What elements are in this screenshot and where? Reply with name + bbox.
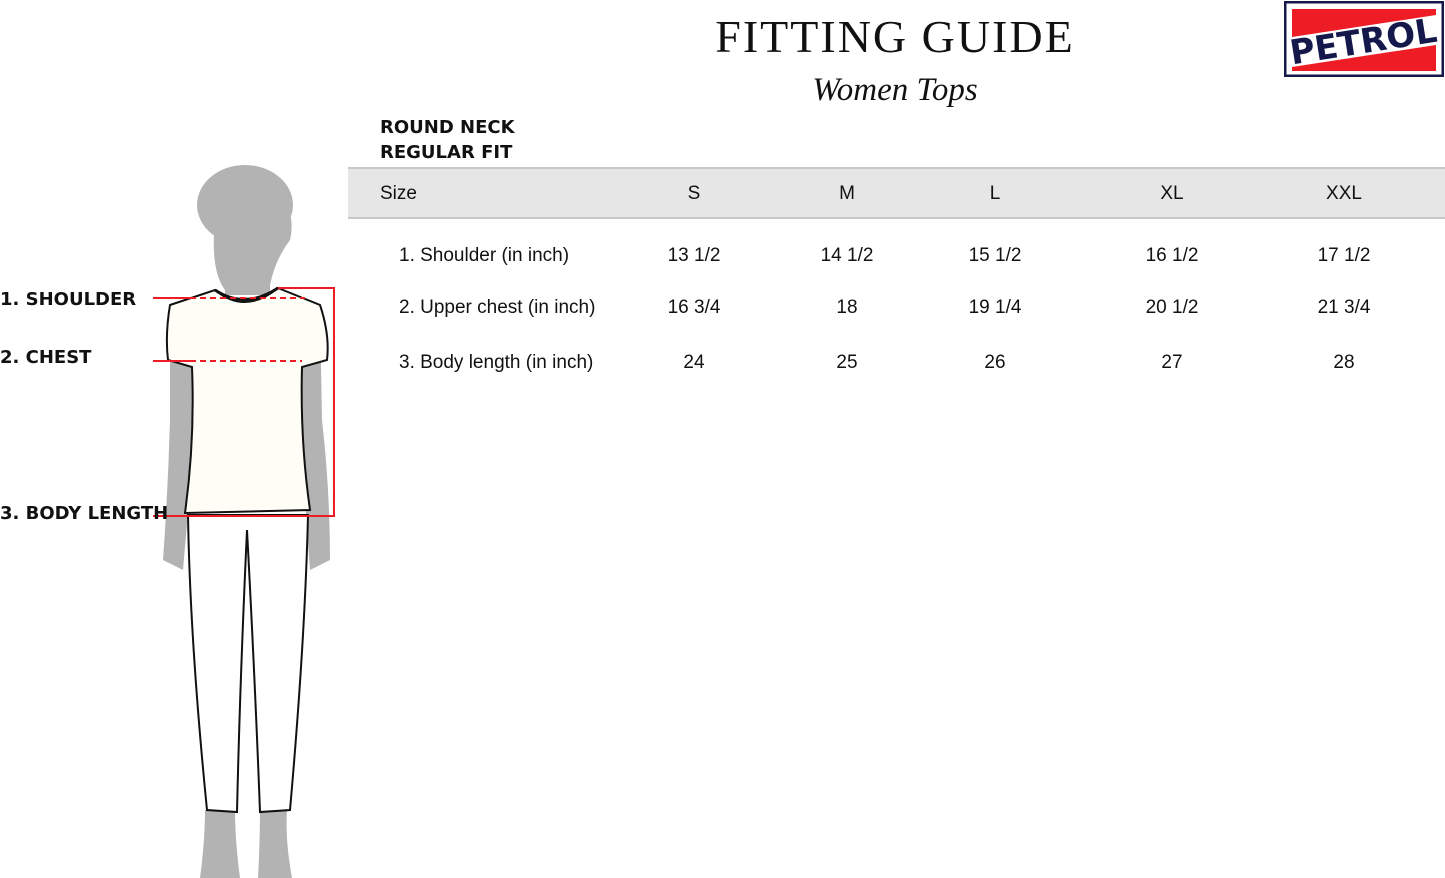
cell: 17 1/2 xyxy=(1317,245,1371,266)
cell: 28 xyxy=(1333,352,1355,373)
header-xl: XL xyxy=(1160,183,1184,204)
header-size: Size xyxy=(380,183,417,204)
neck-type: ROUND NECK xyxy=(380,117,515,138)
cell: 21 3/4 xyxy=(1317,297,1371,318)
cell: 20 1/2 xyxy=(1145,297,1199,318)
cell: 19 1/4 xyxy=(968,297,1022,318)
label-chest: 2. CHEST xyxy=(0,347,92,368)
header-l: L xyxy=(989,183,1001,204)
label-shoulder: 1. SHOULDER xyxy=(0,289,137,310)
cell: 16 3/4 xyxy=(667,297,721,318)
leggings xyxy=(186,514,310,814)
cell: 24 xyxy=(683,352,705,373)
cell: 18 xyxy=(836,297,858,318)
header-s: S xyxy=(687,183,701,204)
cell: 16 1/2 xyxy=(1145,245,1199,266)
row-label: 2. Upper chest (in inch) xyxy=(399,297,596,318)
header-xxl: XXL xyxy=(1326,183,1362,204)
cell: 15 1/2 xyxy=(968,245,1022,266)
fit-type: REGULAR FIT xyxy=(380,142,513,163)
row-label: 1. Shoulder (in inch) xyxy=(399,245,570,266)
row-label: 3. Body length (in inch) xyxy=(399,352,594,373)
measurement-lines xyxy=(153,287,335,517)
body-figure-illustration xyxy=(153,165,335,878)
page-subtitle: Women Tops xyxy=(812,72,978,108)
page-title: FITTING GUIDE xyxy=(715,11,1075,62)
cell: 26 xyxy=(984,352,1006,373)
cell: 25 xyxy=(836,352,858,373)
header-m: M xyxy=(839,183,855,204)
cell: 13 1/2 xyxy=(667,245,721,266)
label-body-length: 3. BODY LENGTH xyxy=(0,503,169,524)
cell: 27 xyxy=(1161,352,1183,373)
size-header-row: Size S M L XL XXL xyxy=(348,167,1445,219)
petrol-logo: PETROL xyxy=(1284,1,1444,77)
cell: 14 1/2 xyxy=(820,245,874,266)
